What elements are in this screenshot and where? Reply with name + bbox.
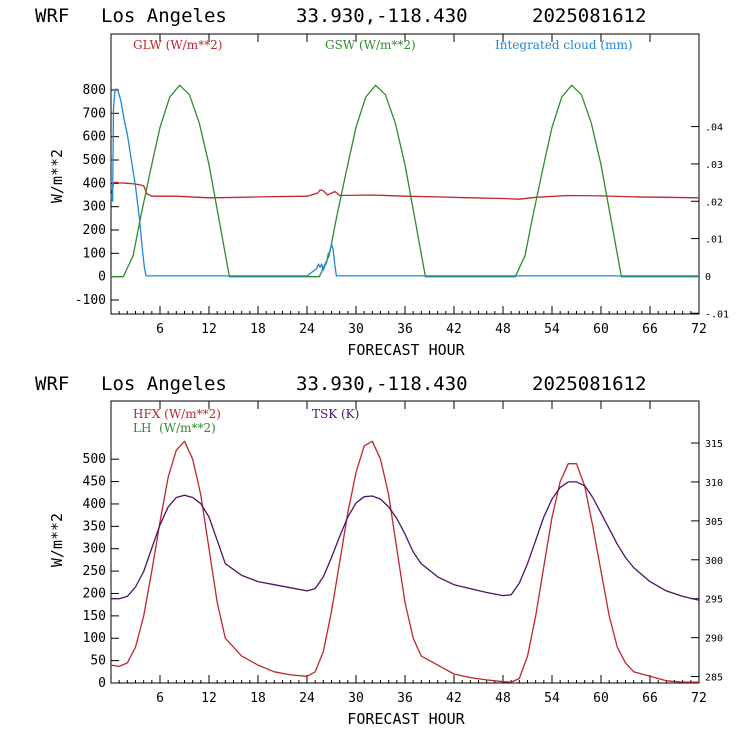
- chart-2-plot-frame: [110, 400, 700, 684]
- chart-2-y2tick-label: 295: [705, 595, 723, 606]
- chart-1-xtick-label: 54: [544, 322, 560, 337]
- chart-1-xtick-label: 18: [250, 322, 266, 337]
- chart-2-ytick-label: 400: [83, 497, 106, 512]
- chart-1-y2tick-label: .01: [705, 235, 723, 246]
- chart-1-ytick-label: 500: [83, 153, 106, 168]
- chart-1-title-coords: 33.930,-118.430: [296, 5, 468, 27]
- chart-1-xtick-label: 12: [201, 322, 217, 337]
- chart-2-xtick-label: 54: [544, 691, 560, 706]
- chart-1-series-glw: [110, 181, 700, 200]
- chart-1-ytick-label: 0: [98, 270, 106, 285]
- chart-1-ylabel: W/m**2: [48, 149, 66, 203]
- chart-1-ytick-label: 300: [83, 200, 106, 215]
- chart-2-xlabel: FORECAST HOUR: [347, 710, 465, 728]
- chart-2-y2tick-label: 290: [705, 634, 723, 645]
- chart-1-legend-cloud: Integrated cloud (mm): [495, 38, 633, 52]
- chart-2-ytick-label: 500: [83, 452, 106, 467]
- chart-1-ytick-label: 800: [83, 83, 106, 98]
- chart-2-title-date: 2025081612: [532, 373, 646, 395]
- chart-1-ytick-label: -100: [75, 293, 106, 308]
- chart-2-xtick-label: 36: [397, 691, 413, 706]
- chart-2-series-hfx: [110, 440, 699, 683]
- chart-2-ticks: 6 12 18 24 30 36 42 48 54 60 66 72 0 50 100 150 200 250 30…: [83, 401, 723, 706]
- chart-1-y2tick-label: 0: [705, 272, 711, 283]
- chart-1-title-location: Los Angeles: [101, 5, 227, 27]
- chart-1-y2tick-label: .03: [705, 160, 723, 171]
- chart-2-xtick-label: 66: [642, 691, 658, 706]
- chart-1-xtick-label: 48: [495, 322, 511, 337]
- chart-2-y2tick-label: 285: [705, 673, 723, 684]
- chart-1-series-integrated: [110, 88, 699, 277]
- chart-2-title-model: WRF: [35, 373, 69, 395]
- chart-2-ylabel: W/m**2: [48, 513, 66, 567]
- chart-2-title-coords: 33.930,-118.430: [296, 373, 468, 395]
- chart-2-title-location: Los Angeles: [101, 373, 227, 395]
- chart-2-xtick-label: 48: [495, 691, 511, 706]
- chart-1-xtick-label: 42: [446, 322, 462, 337]
- chart-1-xtick-label: 60: [593, 322, 609, 337]
- chart-2-y2tick-label: 300: [705, 556, 723, 567]
- chart-2-ytick-label: 300: [83, 542, 106, 557]
- chart-2-ytick-label: 350: [83, 519, 106, 534]
- chart-1-plot-frame: [110, 33, 700, 315]
- chart-1-ytick-label: 400: [83, 176, 106, 191]
- chart-1-legend-gsw: GSW (W/m**2): [325, 38, 416, 52]
- chart-1-xtick-label: 30: [348, 322, 364, 337]
- chart-2-xtick-label: 30: [348, 691, 364, 706]
- chart-2-ytick-label: 50: [90, 654, 106, 669]
- chart-2-legend-hfx: HFX (W/m**2): [133, 407, 221, 421]
- chart-1-xtick-label: 36: [397, 322, 413, 337]
- chart-1-xtick-label: 66: [642, 322, 658, 337]
- chart-1-xtick-label: 24: [299, 322, 315, 337]
- chart-1-xlabel: FORECAST HOUR: [347, 341, 465, 359]
- chart-1-ytick-label: 100: [83, 246, 106, 261]
- chart-2-y2tick-label: 315: [705, 439, 723, 450]
- chart-1-ticks: 6 12 18 24 30 36 42 48 54 60 66 72 -100 0 100 200 300 400…: [75, 34, 729, 337]
- chart-2-ytick-label: 100: [83, 631, 106, 646]
- chart-1-y2tick-label: -.01: [705, 309, 729, 320]
- chart-2-series: [110, 440, 700, 683]
- chart-1-series-gsw: [111, 84, 699, 278]
- chart-1: WRF Los Angeles 33.930,-118.430 20250816…: [35, 5, 729, 359]
- chart-2-xtick-label: 12: [201, 691, 217, 706]
- chart-1-series: [110, 84, 700, 278]
- chart-2: WRF Los Angeles 33.930,-118.430 20250816…: [35, 373, 723, 728]
- chart-2-ytick-label: 0: [98, 676, 106, 691]
- chart-1-title-model: WRF: [35, 5, 69, 27]
- chart-2-ytick-label: 250: [83, 564, 106, 579]
- chart-1-ytick-label: 700: [83, 106, 106, 121]
- chart-2-y2tick-label: 305: [705, 517, 723, 528]
- chart-1-xtick-label: 6: [156, 322, 164, 337]
- chart-2-xtick-label: 6: [156, 691, 164, 706]
- chart-2-y2tick-label: 310: [705, 478, 723, 489]
- chart-1-y2tick-label: .02: [705, 197, 723, 208]
- chart-1-xtick-label: 72: [691, 322, 707, 337]
- chart-1-ytick-label: 200: [83, 223, 106, 238]
- chart-2-ytick-label: 200: [83, 586, 106, 601]
- chart-2-ytick-label: 450: [83, 475, 106, 490]
- chart-1-ytick-label: 600: [83, 130, 106, 145]
- chart-2-legend-tsk: TSK (K): [312, 407, 359, 421]
- chart-2-series-tsk: [111, 481, 700, 601]
- chart-2-xtick-label: 24: [299, 691, 315, 706]
- chart-1-y2tick-label: .04: [705, 123, 723, 134]
- chart-1-title-date: 2025081612: [532, 5, 646, 27]
- chart-2-xtick-label: 42: [446, 691, 462, 706]
- chart-2-xtick-label: 72: [691, 691, 707, 706]
- chart-2-legend-lh: LH (W/m**2): [133, 421, 216, 435]
- chart-1-legend-glw: GLW (W/m**2): [133, 38, 222, 52]
- chart-2-xtick-label: 18: [250, 691, 266, 706]
- chart-2-ytick-label: 150: [83, 609, 106, 624]
- chart-2-xtick-label: 60: [593, 691, 609, 706]
